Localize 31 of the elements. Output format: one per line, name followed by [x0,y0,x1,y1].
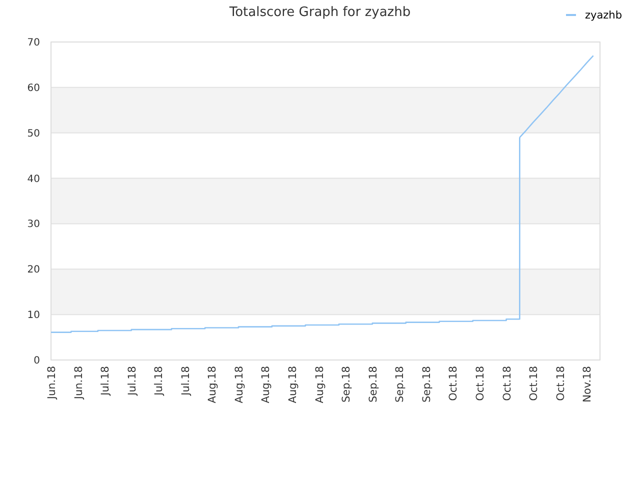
y-tick-label: 40 [27,174,40,185]
x-tick-label: Jul.18 [100,366,112,396]
y-tick-label: 60 [27,82,40,94]
x-tick-label: Oct.18 [474,366,486,401]
x-tick-label: Aug.18 [314,366,326,404]
x-tick-label: Oct.18 [528,366,540,401]
x-tick-label: Aug.18 [260,366,272,404]
x-tick-label: Aug.18 [233,366,246,404]
chart-title: Totalscore Graph for zyazhb [228,5,411,20]
x-tick-label: Oct.18 [501,366,514,401]
x-tick-label: Jul.18 [153,366,166,396]
x-tick-label: Aug.18 [206,366,219,404]
y-tick-label: 50 [27,128,40,140]
y-tick-label: 0 [34,356,40,366]
x-tick-label: Aug.18 [287,366,300,404]
x-tick-label: Jul.18 [126,366,138,396]
x-tick-label: Sep.18 [420,366,433,402]
y-tick-label: 10 [27,310,40,322]
x-tick-label: Sep.18 [340,366,353,402]
x-tick-label: Nov.18 [582,366,594,402]
x-tick-label: Jul.18 [180,366,192,396]
legend-label: zyazhb [585,10,622,22]
x-tick-label: Jun.18 [72,366,85,400]
x-tick-label: Sep.18 [367,366,380,402]
y-tick-label: 20 [27,264,40,276]
x-tick-label: Oct.18 [554,366,567,401]
x-tick-label: Jun.18 [46,366,58,400]
y-tick-label: 30 [27,219,40,230]
x-tick-label: Oct.18 [448,366,460,401]
x-tick-label: Sep.18 [394,366,406,402]
y-tick-label: 70 [27,38,40,48]
